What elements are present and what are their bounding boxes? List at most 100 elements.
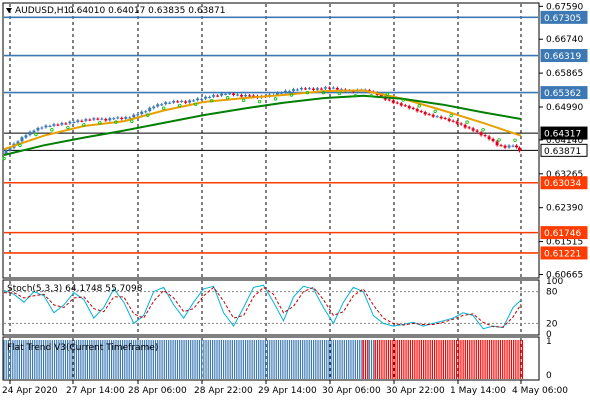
candle-body [56,124,60,126]
time-axis: 24 Apr 2020 27 Apr 14:00 28 Apr 06:00 28 Ap… [2,380,568,396]
time-tick-label: 29 Apr 14:00 [258,386,317,396]
psar-dot [369,94,374,98]
candle-body [72,122,76,124]
candle-body [132,114,136,118]
price-tag-label: 0.61221 [544,249,581,259]
psar-dot [353,94,358,98]
time-tick-label: 24 Apr 2020 [2,386,58,396]
psar-dot [2,156,6,161]
price-tag [540,226,588,240]
candle-body [431,114,435,117]
candle-body [339,89,343,91]
psar-dot [18,143,22,148]
candle-body [495,141,499,146]
price-tag-label: 0.61746 [544,229,581,239]
triangle-down-icon[interactable] [6,8,12,13]
candle-body [212,95,216,97]
candle-body [40,127,44,129]
candle-body [36,127,40,131]
price-tag-label: 0.63034 [544,179,581,189]
candle-body [16,141,20,144]
candle-body [204,96,208,99]
candle-body [60,123,64,125]
price-tag [540,246,588,260]
candle-body [76,120,80,122]
psar-dot [193,102,198,106]
moving-averages [3,89,522,156]
stoch-tick-label: 80 [546,288,558,298]
candle-body [311,88,315,90]
symbol-timeframe: AUDUSD,H1 [15,6,69,16]
psar-dot [513,138,517,143]
candle-body [240,95,244,97]
candle-body [415,108,419,112]
time-tick-label: 1 May 14:00 [450,386,506,396]
candle-body [463,124,467,128]
candle-body [407,106,411,109]
candle-body [188,100,192,103]
stoch-tick-label: 100 [546,277,563,287]
candle-body [140,111,144,115]
price-tick-label: 0.67590 [546,2,583,12]
psar-dot [289,93,294,97]
candle-body [172,101,176,103]
price-tick-label: 0.61515 [546,238,583,248]
candle-body [52,124,56,126]
candle-body [379,94,383,97]
candle-body [319,88,323,90]
time-tick-label: 27 Apr 14:00 [66,386,125,396]
level-lines [4,16,538,254]
psar-dot [257,99,262,104]
candle-body [128,117,132,119]
price-tick-label: 0.66740 [546,35,583,45]
flat-trend-bars [3,340,524,379]
candle-body [471,128,475,131]
candle-body [287,91,291,93]
candle-body [88,119,92,121]
candle-body [180,101,184,103]
psar-dot [146,113,150,117]
candle-body [248,95,252,97]
psar-dot [449,113,453,118]
candle-body [20,137,24,142]
trend-tick-label: 0 [546,371,552,381]
candle-body [104,119,108,121]
candle-body [228,93,232,95]
parabolic-sar [2,90,517,161]
psar-dot [481,128,485,132]
psar-dot [401,98,405,102]
candle-body [164,102,168,105]
candle-body [100,118,104,120]
psar-dot [82,123,86,127]
price-tag [540,86,588,100]
candle-body [152,106,156,109]
candle-body [391,100,395,103]
price-tag [540,49,588,63]
stochastic-lines [3,284,538,330]
candle-body [200,98,204,100]
stoch-tick-label: 20 [546,319,558,329]
candle-body [291,89,295,91]
psar-dot [34,132,38,137]
candle-body [136,114,140,116]
candle-body [112,118,116,120]
candle-body [479,132,483,136]
price-tick-label: 0.63265 [546,170,583,180]
psar-dot [162,106,166,110]
stoch-signal-line [4,286,522,328]
psar-dot [98,121,102,125]
psar-dot [209,99,214,103]
candle-body [80,120,84,122]
candle-body [232,93,236,95]
psar-dot [66,125,70,130]
candle-body [503,145,507,148]
candle-body [443,118,447,120]
candle-body [208,96,212,98]
candle-body [518,147,522,152]
time-tick-label: 28 Apr 06:00 [128,386,187,396]
price-tick-label: 0.64140 [546,136,583,146]
psar-dot [130,119,134,124]
candle-body [315,88,319,90]
time-tick-label: 30 Apr 22:00 [386,386,445,396]
candle-body [124,117,128,119]
